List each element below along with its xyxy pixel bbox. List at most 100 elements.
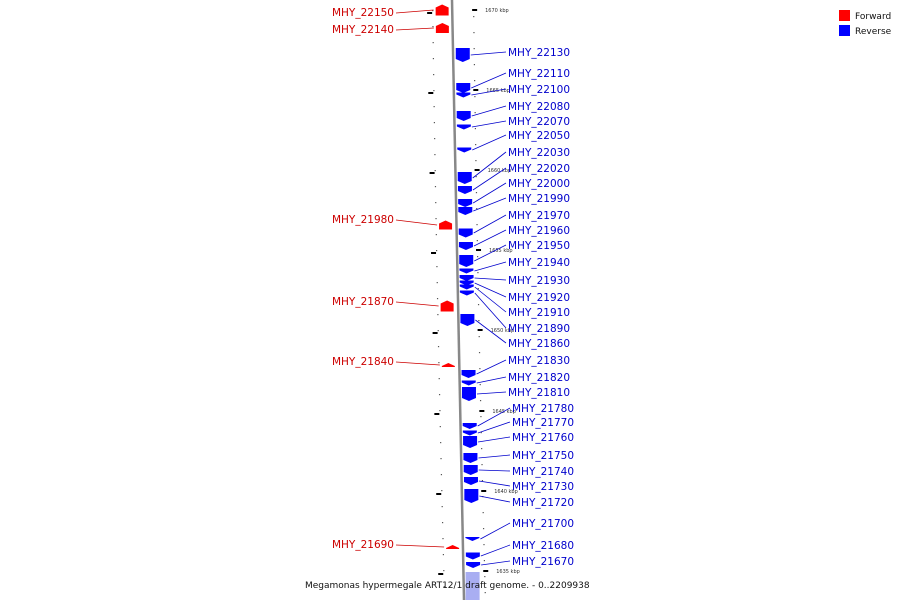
label-leader	[472, 182, 507, 204]
gene-glyphs	[435, 4, 481, 600]
minor-tick	[434, 170, 436, 172]
reverse-gene-glyph	[462, 430, 477, 436]
major-tick	[481, 490, 487, 492]
tick-label: 1640 kbp	[494, 489, 518, 495]
minor-tick	[477, 304, 480, 306]
label-leader	[479, 495, 511, 503]
legend-swatch-forward	[839, 10, 850, 21]
reverse-gene-glyph	[459, 268, 474, 274]
reverse-gene-glyph	[456, 92, 471, 98]
reverse-gene-glyph	[463, 465, 478, 475]
reverse-gene-label: MHY_21680	[512, 540, 574, 552]
reverse-gene-label: MHY_21770	[512, 417, 574, 429]
minor-tick	[477, 272, 479, 274]
minor-tick	[436, 282, 438, 284]
minor-tick	[441, 506, 443, 508]
forward-gene-label: MHY_22150	[332, 7, 394, 19]
reverse-gene-label: MHY_21970	[508, 210, 570, 222]
label-leader	[474, 282, 507, 298]
major-tick	[472, 9, 478, 11]
genome-backbone	[450, 0, 466, 600]
minor-tick	[438, 394, 441, 396]
minor-tick	[483, 544, 485, 546]
forward-gene-glyph	[435, 23, 449, 33]
label-leaders	[395, 9, 511, 566]
major-tick	[483, 570, 489, 572]
minor-tick	[475, 144, 477, 146]
minor-tick	[480, 432, 482, 434]
label-leader	[478, 469, 511, 472]
reverse-gene-glyph	[458, 207, 473, 215]
tick-label: 1660 kbp	[488, 168, 512, 174]
legend-label-forward: Forward	[855, 12, 891, 22]
minor-tick	[484, 592, 486, 594]
scale-ticks: 1670 kbp 1665 kbp 1660 kbp 1655 kbp 1650 kbp…	[427, 8, 520, 575]
reverse-gene-label: MHY_22050	[508, 130, 570, 142]
tick-label: 1635 kbp	[496, 569, 520, 575]
minor-tick	[477, 288, 479, 290]
label-leader	[474, 286, 507, 313]
reverse-gene-glyph	[458, 228, 473, 238]
label-leader	[476, 376, 507, 384]
reverse-gene-glyph	[463, 436, 478, 448]
minor-tick	[481, 480, 484, 482]
minor-tick	[433, 122, 435, 124]
minor-tick	[433, 74, 435, 76]
minor-tick	[484, 576, 486, 578]
reverse-gene-label: MHY_21730	[512, 481, 574, 493]
forward-gene-glyph	[439, 220, 453, 230]
minor-tick	[440, 442, 442, 444]
tick-label: 1665 kbp	[486, 88, 510, 94]
label-leader	[472, 151, 507, 179]
major-tick	[434, 413, 440, 415]
minor-tick	[434, 138, 436, 140]
forward-gene-label: MHY_22140	[332, 24, 394, 36]
reverse-gene-label: MHY_21910	[508, 307, 570, 319]
forward-gene-glyph	[441, 363, 455, 367]
major-tick	[476, 249, 482, 251]
reverse-gene-glyph	[455, 48, 470, 62]
reverse-gene-glyph	[459, 255, 474, 267]
reverse-gene-glyph	[461, 370, 476, 378]
legend: Forward Reverse	[839, 10, 892, 37]
minor-tick	[432, 26, 434, 28]
minor-tick	[432, 58, 435, 60]
legend-label-reverse: Reverse	[855, 27, 892, 37]
tick-label: 1650 kbp	[491, 328, 515, 334]
label-leader	[471, 105, 507, 117]
reverse-gene-label: MHY_21950	[508, 240, 570, 252]
label-leader	[470, 51, 507, 56]
reverse-gene-label: MHY_21750	[512, 450, 574, 462]
label-leader	[472, 134, 507, 151]
label-leader	[395, 9, 434, 14]
reverse-gene-label: MHY_21700	[512, 518, 574, 530]
reverse-gene-label: MHY_21990	[508, 193, 570, 205]
major-tick	[479, 410, 485, 412]
minor-tick	[474, 112, 476, 114]
tick-label: 1645 kbp	[492, 409, 516, 415]
minor-tick	[476, 240, 478, 242]
label-leader	[474, 261, 507, 272]
minor-tick	[433, 90, 435, 92]
minor-tick	[474, 96, 476, 98]
forward-gene-label: MHY_21690	[332, 539, 394, 551]
label-leader	[478, 480, 511, 487]
minor-tick	[433, 106, 435, 108]
label-leader	[473, 229, 507, 247]
minor-tick	[443, 586, 445, 588]
minor-tick	[475, 160, 477, 162]
major-tick	[428, 92, 434, 94]
minor-tick	[479, 368, 481, 370]
forward-gene-glyph	[446, 545, 460, 549]
minor-tick	[439, 410, 441, 412]
reverse-gene-label: MHY_21760	[512, 432, 574, 444]
legend-swatch-reverse	[839, 25, 850, 36]
label-leader	[471, 88, 507, 96]
reverse-gene-glyph	[460, 314, 475, 326]
reverse-gene-glyph	[465, 552, 480, 560]
label-leader	[471, 72, 507, 89]
reverse-gene-glyph	[461, 387, 476, 401]
reverse-gene-label: MHY_22030	[508, 147, 570, 159]
reverse-gene-label: MHY_22100	[508, 84, 570, 96]
